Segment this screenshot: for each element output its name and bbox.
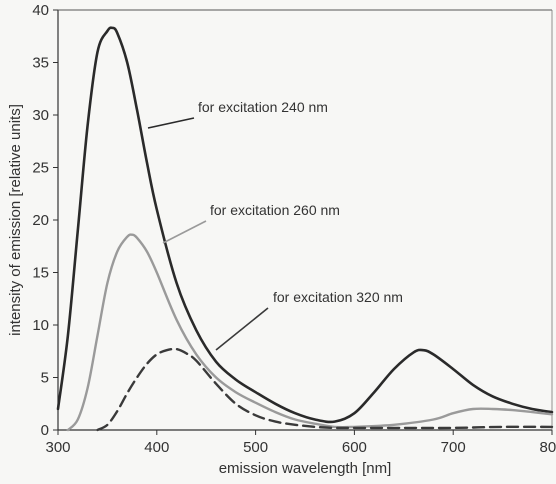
y-axis-label: intensity of emission [relative units] xyxy=(7,104,24,336)
annotation-label: for excitation 320 nm xyxy=(273,289,403,305)
annotation-label: for excitation 260 nm xyxy=(210,202,340,218)
x-tick-label: 500 xyxy=(243,439,268,456)
x-axis-label: emission wavelength [nm] xyxy=(219,460,392,477)
x-tick-label: 600 xyxy=(342,439,367,456)
y-tick-label: 0 xyxy=(41,422,49,439)
annotation-leader-line xyxy=(162,220,207,244)
y-tick-label: 30 xyxy=(32,107,49,124)
annotation-leader-line xyxy=(215,307,269,351)
series-line-2 xyxy=(66,233,554,432)
series-line-3 xyxy=(96,347,554,432)
series-lines xyxy=(56,26,554,432)
x-tick-label: 800 xyxy=(539,439,556,456)
y-tick-label: 5 xyxy=(41,370,49,387)
x-tick-label: 300 xyxy=(45,439,70,456)
y-tick-label: 25 xyxy=(32,160,49,177)
y-tick-label: 10 xyxy=(32,317,49,334)
annotation-leader-line xyxy=(147,117,195,129)
annotations: for excitation 240 nm for excitation 260 … xyxy=(147,99,403,351)
y-tick-label: 15 xyxy=(32,265,49,282)
annotation-label: for excitation 240 nm xyxy=(198,99,328,115)
y-tick-label: 40 xyxy=(32,2,49,19)
x-tick-label: 700 xyxy=(441,439,466,456)
axes: 300 400 500 600 700 800 0 5 10 15 20 25 30 35 40 xyxy=(32,2,556,456)
series-line-1 xyxy=(56,26,554,424)
x-tick-label: 400 xyxy=(144,439,169,456)
y-tick-label: 20 xyxy=(32,212,49,229)
y-tick-label: 35 xyxy=(32,55,49,72)
